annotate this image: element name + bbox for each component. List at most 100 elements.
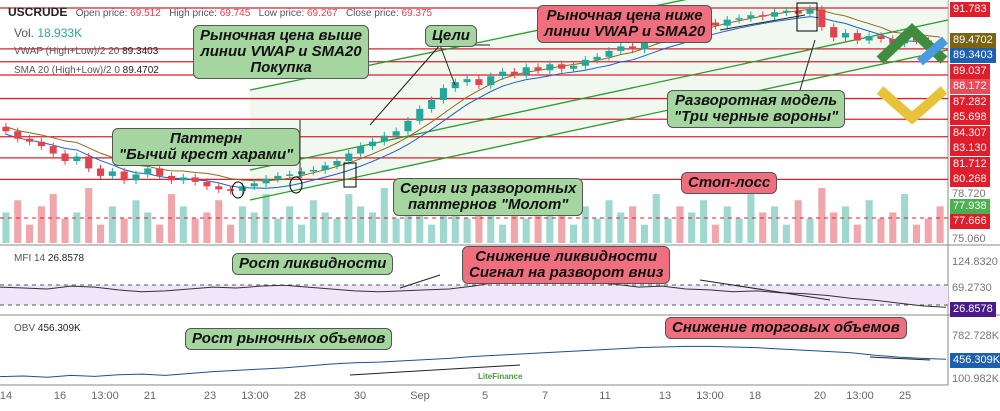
- sma-price-label: 89.4702: [950, 33, 996, 48]
- time-axis-tick: 13:00: [241, 390, 269, 402]
- volume-bar: [770, 206, 779, 243]
- volume-legend: Vol. 18.933K: [14, 26, 83, 40]
- note-hammer: Серия из разворотных паттернов "Молот": [393, 178, 584, 216]
- time-axis-tick: 13:00: [91, 390, 119, 402]
- time-axis-tick: 5: [481, 390, 489, 402]
- volume-bar: [392, 218, 400, 243]
- note-liquidity-down: Снижение ликвидности Сигнал на разворот …: [462, 246, 671, 284]
- price-label: 83.130: [950, 141, 990, 156]
- price-axis-tick: 78.720: [952, 188, 986, 200]
- price-label: 84.307: [950, 126, 990, 141]
- candle-body: [475, 79, 483, 86]
- time-axis-tick: 18: [748, 390, 762, 402]
- price-label: 77.666: [950, 214, 990, 229]
- channel-fill: [250, 0, 948, 200]
- volume-bar: [85, 188, 93, 243]
- candle-body: [735, 18, 743, 20]
- price-label: 89.037: [950, 64, 990, 79]
- time-axis-tick: 14: [0, 390, 13, 402]
- candle-body: [297, 171, 306, 175]
- candle-body: [286, 174, 294, 176]
- volume-bar: [274, 218, 282, 243]
- price-label: 77.938: [950, 199, 990, 214]
- volume-bar: [297, 224, 306, 243]
- mfi-axis-tick: 124.8320: [952, 256, 998, 268]
- volume-bar: [191, 218, 199, 243]
- price-label: 85.698: [950, 110, 990, 125]
- candle-body: [144, 168, 152, 175]
- time-axis-tick: 7: [541, 390, 549, 402]
- volume-bar: [451, 194, 459, 243]
- volume-bar: [309, 200, 317, 243]
- volume-bar: [49, 194, 57, 243]
- note-crows: Разворотная модель "Три черные вороны": [667, 90, 846, 128]
- vwap-price-label: 89.3403: [950, 48, 996, 63]
- candle-body: [203, 181, 211, 187]
- hammer-highlight-box: [343, 162, 357, 188]
- time-axis-tick: 13:00: [696, 390, 724, 402]
- volume-bar: [203, 212, 211, 243]
- logo-icon: [917, 36, 948, 66]
- candle-body: [853, 33, 861, 41]
- volume-bar: [61, 218, 69, 243]
- time-axis-tick: 21: [143, 390, 157, 402]
- note-volume-down: Снижение торговых объемов: [665, 317, 907, 339]
- volume-bar: [14, 200, 22, 243]
- candle-body: [617, 46, 625, 51]
- candle-body: [14, 131, 22, 139]
- volume-bar: [179, 206, 187, 243]
- volume-bar: [735, 218, 743, 243]
- candle-body: [605, 50, 613, 57]
- harami-marker: [231, 181, 245, 199]
- price-label: 87.282: [950, 95, 990, 110]
- time-axis-tick: 13: [658, 390, 672, 402]
- volume-bar: [380, 188, 388, 243]
- time-axis-tick: 28: [293, 390, 307, 402]
- volume-bar: [640, 224, 649, 243]
- volume-bar: [368, 212, 377, 243]
- mfi-legend: MFI 14 26.8578: [14, 253, 85, 264]
- volume-bar: [865, 200, 873, 243]
- sma-legend: SMA 20 (High+Low)/2 0 89.4702: [14, 65, 159, 76]
- volume-bar: [333, 218, 341, 243]
- candle-body: [108, 171, 116, 176]
- volume-bar: [357, 206, 365, 243]
- price-label: 81.712: [950, 157, 990, 172]
- candle-body: [711, 22, 719, 26]
- volume-bar: [487, 212, 495, 243]
- candle-body: [167, 175, 176, 181]
- volume-bar: [924, 218, 932, 243]
- volume-bar: [558, 212, 566, 243]
- volume-bar: [510, 200, 518, 243]
- obv-axis-tick: 100.982K: [952, 373, 1000, 385]
- candle-body: [73, 156, 81, 162]
- candle-body: [463, 79, 471, 83]
- volume-bar: [806, 218, 814, 243]
- candle-body: [451, 82, 459, 89]
- note-volume-up: Рост рыночных объемов: [185, 328, 393, 350]
- candle-body: [546, 64, 554, 71]
- volume-bar: [936, 206, 944, 243]
- note-stop-loss: Стоп-лосс: [681, 172, 778, 194]
- time-axis-tick: 30: [353, 390, 367, 402]
- candle-body: [794, 10, 802, 14]
- volume-bar: [428, 224, 436, 243]
- annotation-arrow: [399, 274, 441, 289]
- volume-bar: [818, 188, 826, 243]
- candle-body: [392, 131, 400, 136]
- candle-body: [569, 65, 578, 69]
- price-label: 88.172: [950, 79, 990, 94]
- price-label: 91.783: [950, 2, 990, 17]
- candle-body: [841, 33, 850, 38]
- candle-body: [759, 15, 767, 17]
- note-liquidity-up: Рост ликвидности: [232, 253, 394, 275]
- ohlc-legend: USCRUDE Open price: 69.512 High price: 6…: [8, 5, 433, 20]
- volume-bar: [475, 206, 483, 243]
- volume-bar: [73, 212, 81, 243]
- candle-body: [357, 146, 365, 154]
- watermark-logo: LiteFinance: [478, 372, 523, 381]
- candle-body: [191, 177, 199, 182]
- candle-body: [782, 10, 790, 13]
- obv-legend: OBV 456.309K: [14, 323, 81, 334]
- candle-body: [250, 183, 258, 187]
